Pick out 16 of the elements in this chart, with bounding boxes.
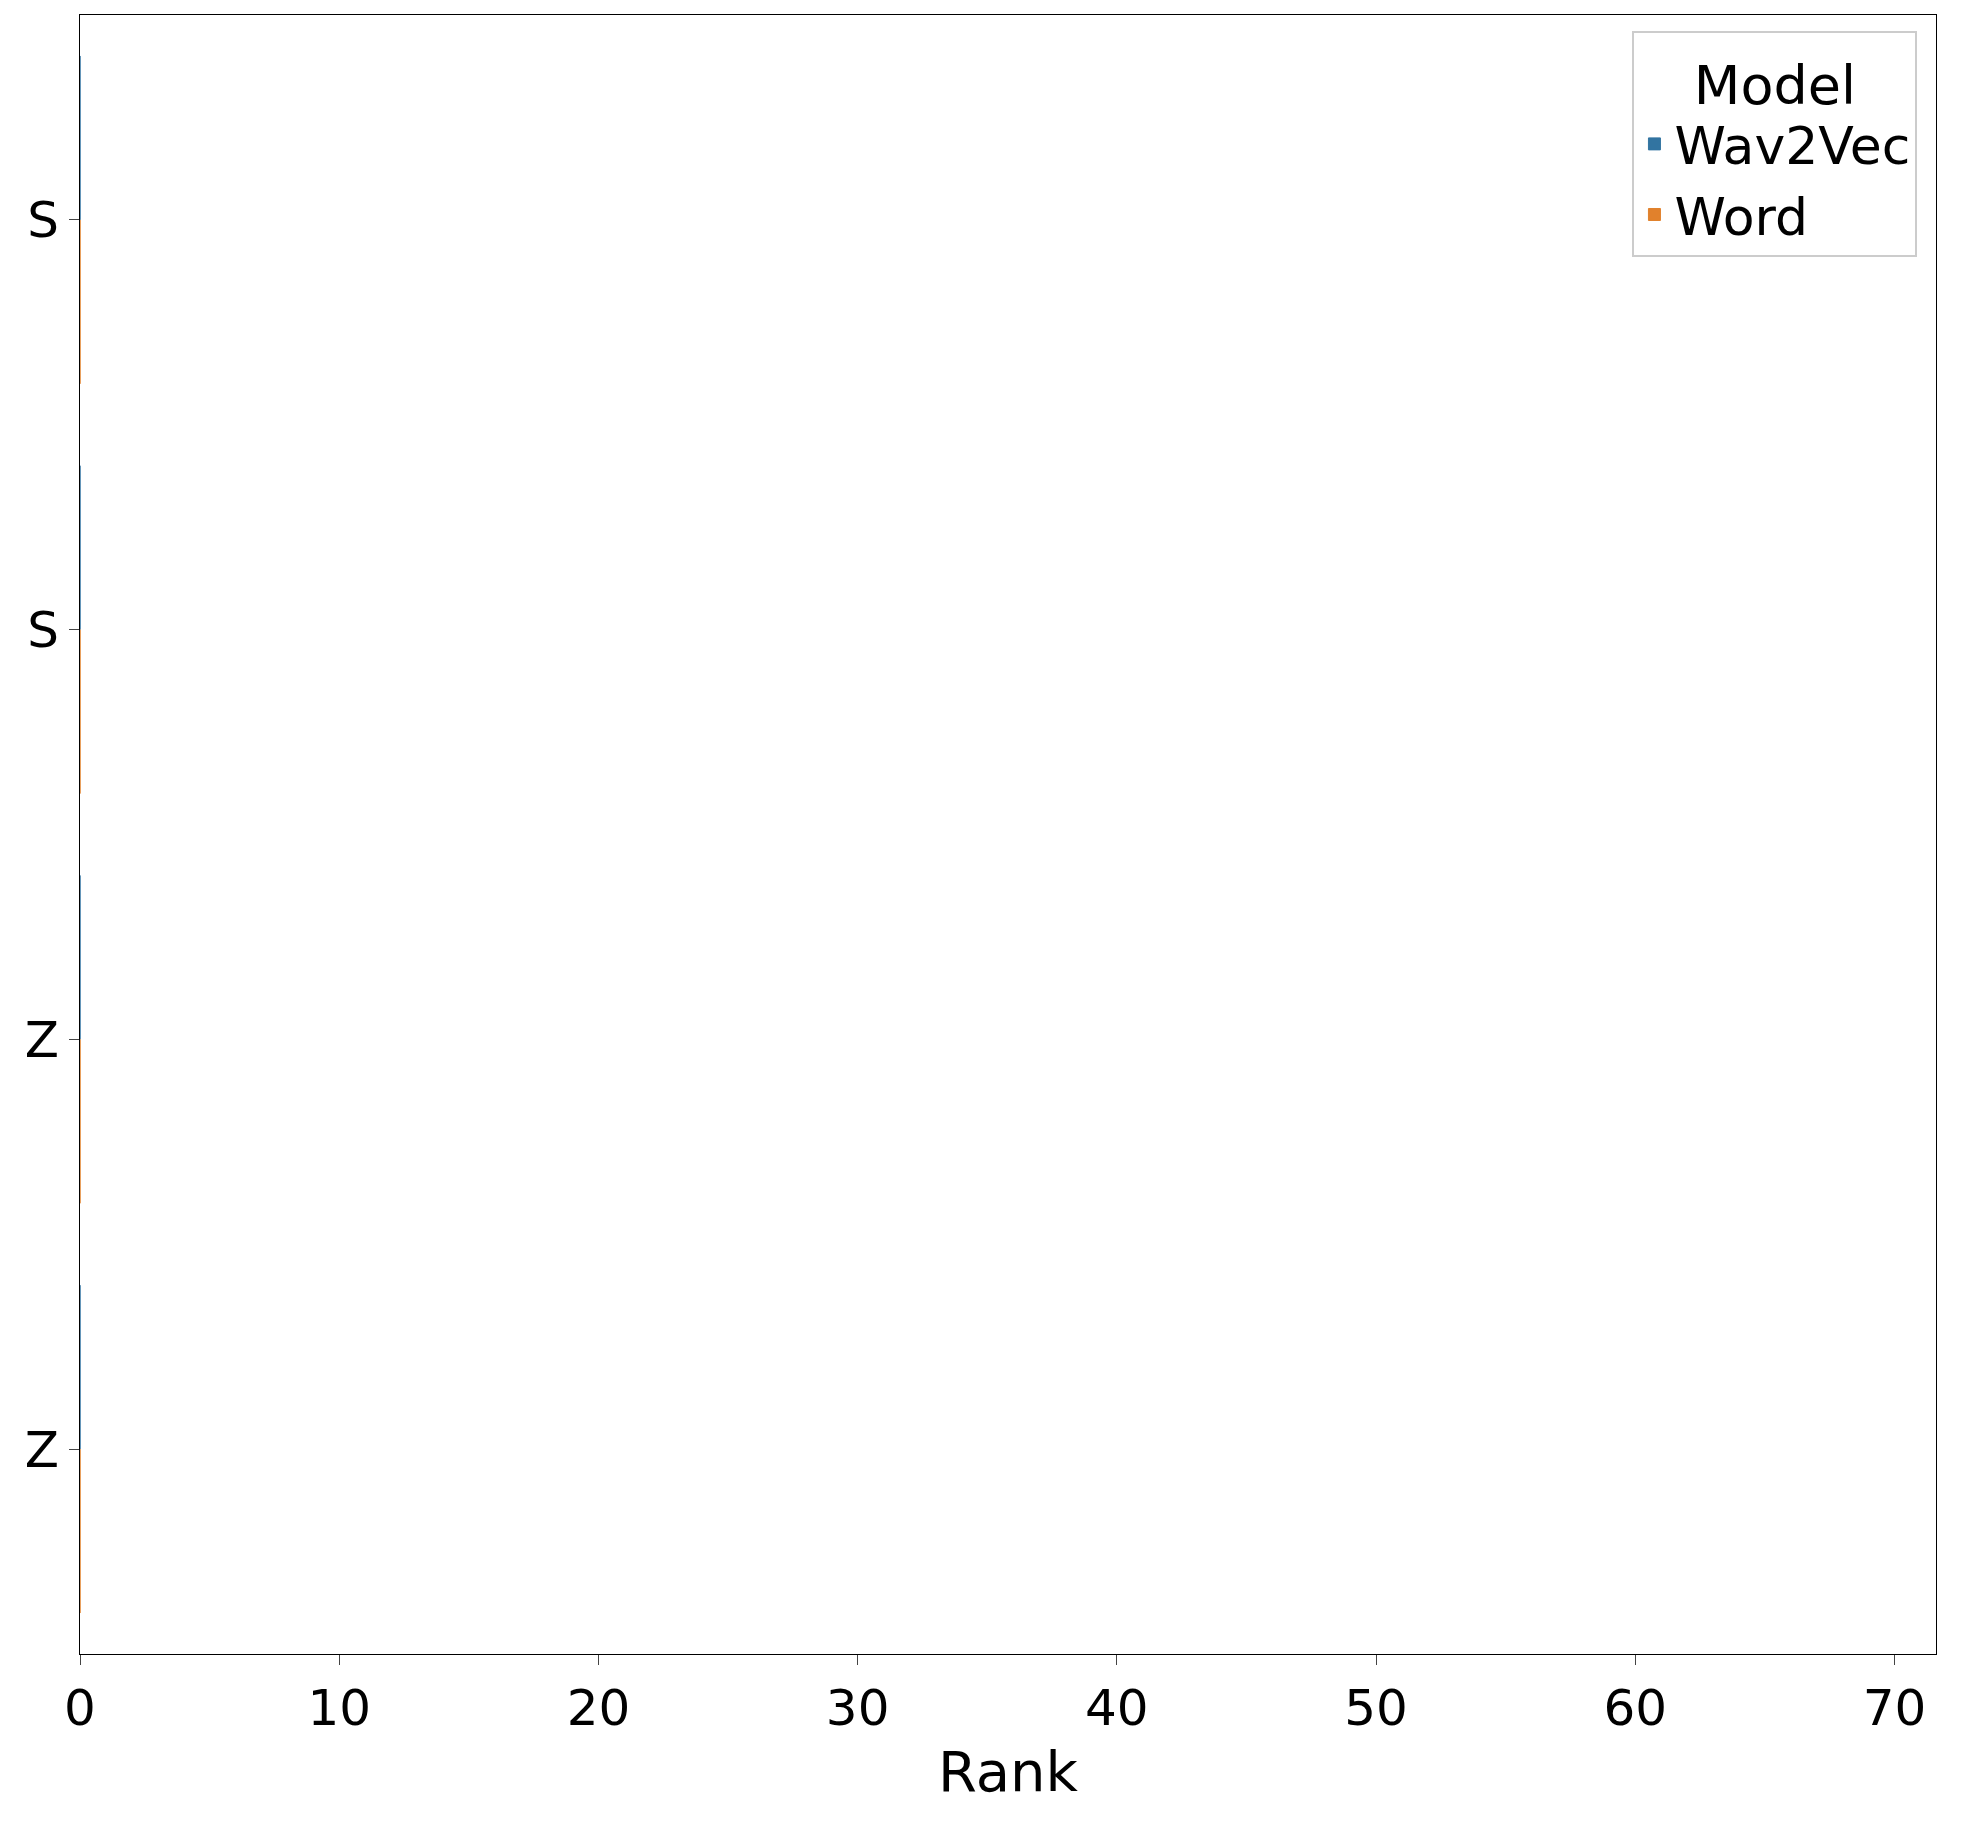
x-axis-title: Rank [938,1738,1079,1804]
y-tick-label: S [27,191,59,250]
x-tick-label: 10 [307,1679,372,1737]
y-tick-label: S [27,601,59,660]
x-tick-label: 40 [1085,1679,1149,1737]
x-tick-label: 60 [1603,1679,1668,1737]
y-tick-label: Z [24,1420,59,1479]
legend-label: Wav2Vec [1674,116,1911,177]
legend-title: Model [1693,53,1857,117]
x-tick-label: 0 [64,1679,96,1737]
x-tick-label: 30 [825,1679,890,1737]
x-tick-label: 50 [1344,1679,1408,1737]
x-tick-label: 20 [566,1679,631,1737]
y-tick-label: Z [24,1010,59,1069]
legend-label: Word [1674,186,1809,247]
x-tick-label: 70 [1862,1679,1927,1737]
